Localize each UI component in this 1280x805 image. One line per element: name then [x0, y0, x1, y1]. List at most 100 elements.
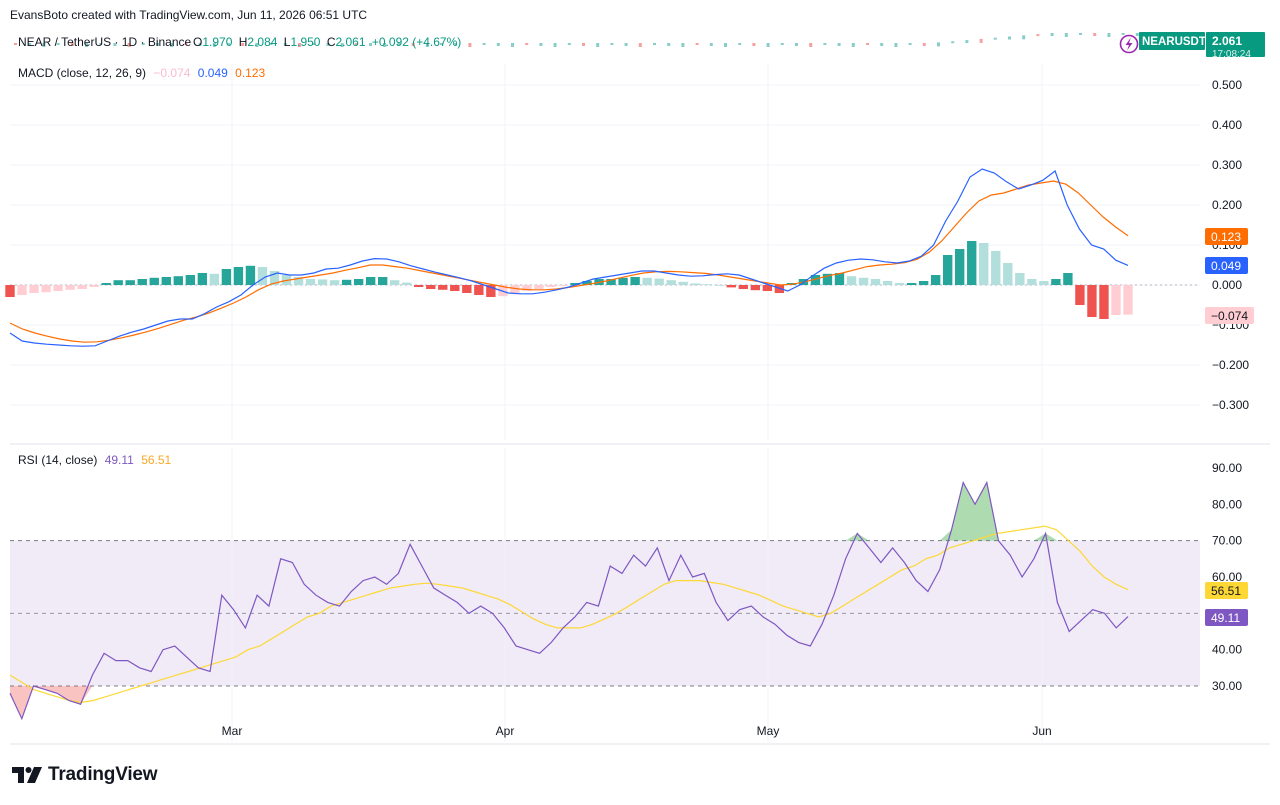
macd-hist-bar: [113, 280, 123, 285]
mini-candle: [411, 43, 415, 46]
macd-hist-bar: [558, 285, 568, 286]
change-value: +0.092 (+4.67%): [372, 35, 461, 49]
macd-line: [9, 168, 1129, 347]
macd-hist-bar: [1015, 273, 1025, 285]
symbol-header: NEAR / TetherUS · 1D · Binance O1.970 H2…: [14, 33, 1139, 49]
mini-candle: [241, 43, 245, 46]
mini-candle: [127, 43, 131, 47]
macd-hist-bar: [930, 275, 941, 285]
macd-hist-bar: [209, 273, 220, 285]
mini-candle: [454, 43, 458, 46]
mini-candle: [312, 43, 316, 45]
svg-text:0.123: 0.123: [1211, 230, 1241, 244]
macd-hist-bar: [389, 280, 400, 285]
macd-hist-bar: [233, 267, 244, 285]
macd-hist-bar: [750, 285, 761, 291]
macd-hist-bar: [942, 255, 953, 285]
price-badge: NEARUSDT 2.061 17:08:24: [1139, 32, 1265, 60]
tradingview-logo-icon: [12, 767, 42, 783]
macd-hist-bar: [1099, 285, 1109, 319]
mini-candle: [85, 43, 88, 47]
mini-candle: [610, 43, 614, 45]
macd-hist-bar: [474, 285, 484, 295]
macd-hist-bar: [1027, 279, 1037, 285]
mini-candle: [326, 43, 330, 46]
time-axis[interactable]: Mar Apr May Jun: [222, 724, 1052, 738]
mini-candle: [681, 43, 685, 47]
macd-hist-bar: [414, 285, 424, 287]
macd-hist-bar: [606, 279, 616, 285]
mini-candle: [951, 41, 955, 44]
macd-badge: 0.049: [1205, 257, 1248, 274]
mini-candle: [397, 43, 401, 45]
mini-candle: [1064, 33, 1068, 37]
rsi-y-tick: 90.00: [1212, 461, 1242, 475]
time-axis-label: Apr: [496, 724, 515, 738]
mini-candle: [766, 43, 770, 47]
macd-hist-bar: [906, 283, 917, 285]
mini-price-strip: [14, 33, 1139, 47]
macd-hist-bar: [89, 285, 99, 287]
macd-hist-bar: [967, 241, 977, 285]
mini-candle: [70, 43, 74, 46]
mini-candle: [255, 43, 259, 47]
mini-candle: [156, 43, 159, 46]
open-value: 1.970: [202, 35, 232, 49]
mini-candle: [866, 43, 869, 45]
macd-hist-bar: [1039, 281, 1049, 285]
macd-hist-bar: [5, 285, 15, 297]
mini-candle: [567, 43, 571, 45]
macd-hist-bar: [546, 285, 556, 287]
macd-hist-bar: [738, 285, 749, 289]
mini-candle: [468, 43, 472, 47]
svg-text:56.51: 56.51: [1211, 584, 1241, 598]
mini-candle: [1135, 33, 1139, 36]
macd-hist-bar: [137, 279, 147, 285]
macd-hist-bar: [666, 280, 676, 285]
macd-hist-bar: [1075, 285, 1085, 305]
macd-hist-bar: [630, 277, 640, 285]
mini-candle: [184, 43, 188, 45]
macd-hist-bar: [702, 284, 712, 285]
mini-candle: [937, 42, 940, 47]
mini-candle: [1093, 33, 1097, 36]
mini-candle: [298, 43, 301, 47]
macd-hist-bar: [846, 276, 857, 285]
macd-hist-bar: [582, 281, 592, 285]
mini-candle: [993, 37, 997, 40]
mini-candle: [922, 43, 926, 46]
open-label: O: [193, 35, 202, 49]
rsi-ma-value: 56.51: [141, 453, 171, 467]
macd-hist-bar: [245, 265, 256, 285]
macd-hist-bar: [1111, 285, 1121, 315]
mini-candle: [496, 43, 500, 46]
mini-candle: [511, 43, 514, 47]
mini-candle: [638, 43, 642, 47]
macd-hist-bar: [774, 285, 785, 293]
mini-candle: [1008, 36, 1011, 40]
macd-hist-bar: [125, 280, 135, 285]
macd-hist-bar: [426, 285, 436, 289]
mini-candle: [354, 43, 358, 45]
svg-text:49.11: 49.11: [1211, 611, 1240, 625]
svg-text:O1.970 H2.084 L1.9: O1.970 H2.084 L1.950 C2.061 +0.092 (+4.6…: [193, 35, 461, 49]
macd-hist-bar: [149, 277, 159, 285]
macd-hist-bar: [257, 267, 268, 285]
macd-hist-bar: [618, 277, 628, 285]
mini-candle: [780, 43, 784, 45]
macd-hist-bar: [822, 273, 833, 285]
mini-candle: [14, 43, 17, 45]
macd-hist-bar: [870, 279, 881, 285]
mini-candle: [113, 43, 117, 46]
macd-hist-bar: [53, 285, 63, 291]
mini-candle: [738, 43, 742, 45]
macd-pane[interactable]: 0.5000.4000.3000.2000.1000.000−0.100−0.2…: [5, 64, 1254, 440]
macd-hist-bar: [882, 281, 893, 285]
rsi-y-tick: 30.00: [1212, 679, 1242, 693]
lightning-icon[interactable]: [1119, 34, 1139, 54]
mini-candle: [525, 43, 529, 45]
macd-hist-bar: [570, 283, 580, 285]
macd-y-tick: 0.500: [1212, 78, 1242, 92]
